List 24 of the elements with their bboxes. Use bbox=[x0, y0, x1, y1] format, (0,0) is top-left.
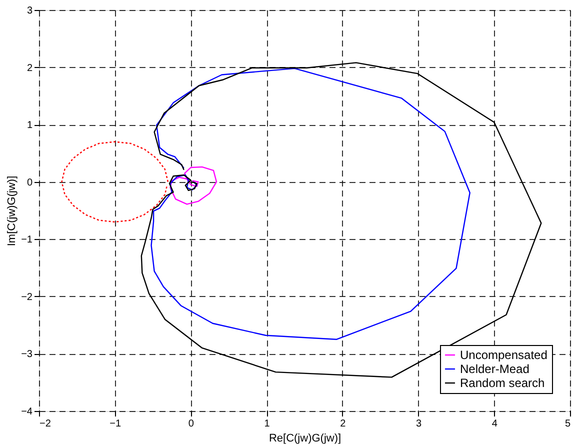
line-series bbox=[61, 141, 169, 223]
x-tick-label: −1 bbox=[110, 418, 122, 430]
y-axis-title: Im[C(jw)G(jw)] bbox=[6, 176, 18, 246]
line-series bbox=[150, 68, 470, 340]
x-tick-label: 0 bbox=[188, 418, 194, 430]
y-tick-label: −3 bbox=[21, 349, 33, 360]
line-series bbox=[170, 166, 218, 205]
x-tick-label: 2 bbox=[340, 418, 346, 430]
y-tick-label: 3 bbox=[26, 6, 33, 16]
x-tick-label: 1 bbox=[264, 418, 270, 430]
x-tick-label: 4 bbox=[492, 418, 498, 430]
x-tick-label: 5 bbox=[564, 418, 571, 430]
y-tick-label: 2 bbox=[26, 62, 33, 74]
y-tick-label: 0 bbox=[26, 177, 33, 188]
x-tick-label: 3 bbox=[416, 418, 422, 430]
y-tick-label: 1 bbox=[26, 120, 33, 132]
x-axis-title: Re[C(jw)G(jw)] bbox=[268, 432, 342, 444]
y-tick-label: −2 bbox=[21, 292, 33, 303]
legend-label: Random search bbox=[460, 376, 545, 390]
y-tick-label: −4 bbox=[21, 406, 33, 418]
legend-label: Uncompensated bbox=[460, 348, 548, 362]
x-tick-label: −2 bbox=[40, 418, 52, 430]
y-tick-label: −1 bbox=[21, 234, 33, 246]
legend-label: Nelder-Mead bbox=[460, 362, 530, 376]
